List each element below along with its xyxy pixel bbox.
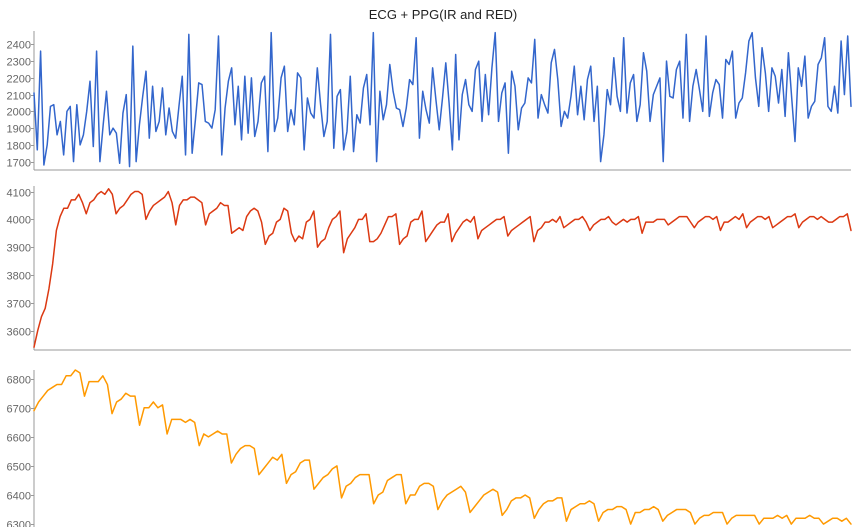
y-tick-label: 1900 — [7, 124, 31, 136]
y-tick-label: 2300 — [7, 57, 31, 69]
y-tick-label: 1800 — [7, 141, 31, 153]
y-tick-label: 6400 — [7, 491, 31, 503]
y-tick-label: 2100 — [7, 91, 31, 103]
chart-panel-2: 3600 3700 3800 3900 4000 4100 — [7, 186, 852, 351]
series-line-2 — [33, 188, 852, 348]
chart-panel-1: 1700 1800 1900 2000 2100 2200 2300 2400 — [7, 31, 852, 171]
y-tick-label: 1700 — [7, 158, 31, 170]
series-line-3 — [33, 369, 852, 525]
y-tick-label: 4100 — [7, 188, 31, 200]
y-tick-label: 6300 — [7, 520, 31, 527]
y-tick-label: 2400 — [7, 40, 31, 52]
y-tick-label: 2200 — [7, 74, 31, 86]
chart-title: ECG + PPG(IR and RED) — [369, 7, 517, 22]
y-tick-label: 6500 — [7, 462, 31, 474]
y-tick-label: 6700 — [7, 404, 31, 416]
y-tick-label: 2000 — [7, 107, 31, 119]
y-tick-label: 4000 — [7, 215, 31, 227]
y-tick-label: 3700 — [7, 299, 31, 311]
y-tick-label: 6600 — [7, 433, 31, 445]
y-tick-label: 3800 — [7, 271, 31, 283]
y-tick-label: 3600 — [7, 327, 31, 339]
chart-panel-3: 6300 6400 6500 6600 6700 6800 — [7, 369, 852, 527]
y-tick-label: 3900 — [7, 243, 31, 255]
series-line-1 — [33, 31, 852, 168]
y-tick-label: 6800 — [7, 375, 31, 387]
